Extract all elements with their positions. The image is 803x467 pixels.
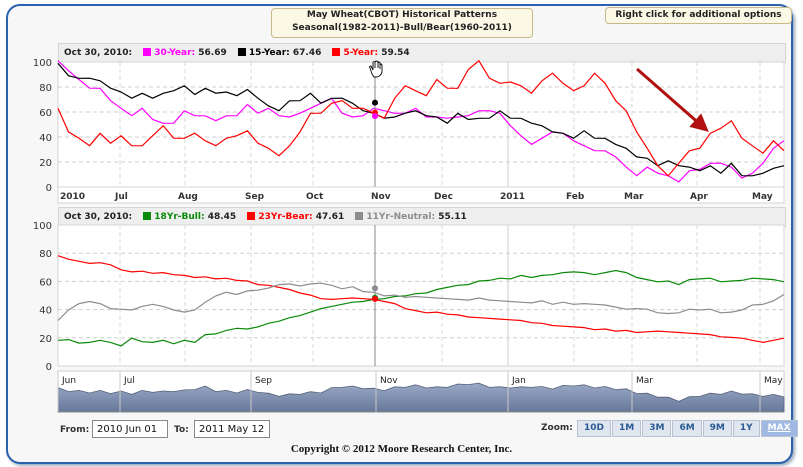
bullbear-chart[interactable]: 0 20 40 60 80 100 xyxy=(33,221,785,373)
crosshair-point-15-year xyxy=(372,99,378,106)
chart-title-line1: May Wheat(CBOT) Historical Patterns xyxy=(306,10,498,20)
crosshair-point-11yr-neutral xyxy=(372,285,378,292)
legend-swatch-5-year xyxy=(332,48,341,56)
legend-value-5-year: 59.54 xyxy=(381,48,410,58)
to-date-input[interactable]: 2011 May 12 xyxy=(194,420,270,438)
x-tick-label: Dec xyxy=(434,192,453,202)
crosshair-point-23yr-bear xyxy=(372,295,378,302)
y-tick-label: 0 xyxy=(46,362,52,373)
y-tick-label: 0 xyxy=(46,183,52,194)
series-line-23yr-bear xyxy=(57,255,785,344)
legend-value-neutral: 55.11 xyxy=(438,212,467,222)
x-tick-label: Oct xyxy=(306,192,324,202)
legend-value-bear: 47.61 xyxy=(315,212,345,222)
navigator-area xyxy=(57,382,785,413)
x-tick-label: 2010 xyxy=(60,192,85,202)
y-tick-label: 60 xyxy=(39,277,52,288)
zoom-label: Zoom: xyxy=(541,423,573,433)
annotation-arrow xyxy=(636,67,709,132)
zoom-1y-button[interactable]: 1Y xyxy=(732,420,760,437)
legend-swatch-15-year xyxy=(237,48,246,56)
y-tick-label: 80 xyxy=(39,83,52,94)
crosshair-point-30-year xyxy=(372,113,378,120)
y-tick-label: 20 xyxy=(39,158,52,169)
y-tick-label: 100 xyxy=(33,221,52,232)
legend-swatch-bull xyxy=(143,212,152,220)
chart-title-line2: Seasonal(1982-2011)-Bull/Bear(1960-2011) xyxy=(292,23,512,33)
x-tick-label: Nov xyxy=(371,192,391,202)
x-tick-label: Aug xyxy=(178,192,198,202)
seasonal-legend-date: Oct 30, 2010: xyxy=(64,48,133,58)
y-tick-label: 20 xyxy=(39,334,52,345)
navigator-tick-label: May xyxy=(764,376,783,386)
legend-label-bull: 18Yr-Bull: xyxy=(154,212,205,222)
navigator-tick-label: Jun xyxy=(61,376,76,386)
series-line-5-year xyxy=(57,59,785,177)
y-tick-label: 60 xyxy=(39,108,52,119)
legend-swatch-bear xyxy=(247,212,256,220)
copyright: Copyright © 2012 Moore Research Center, … xyxy=(290,443,513,455)
right-click-hint: Right click for additional options xyxy=(605,7,792,24)
navigator-tick-label: Jul xyxy=(123,376,135,386)
zoom-buttons: 10D 1M 3M 6M 9M 1Y MAX xyxy=(577,420,799,437)
navigator-tick-label: Jan xyxy=(511,376,526,386)
to-label: To: xyxy=(174,425,189,435)
chart-title: May Wheat(CBOT) Historical Patterns Seas… xyxy=(271,8,533,38)
y-tick-label: 80 xyxy=(39,249,52,260)
x-tick-label: Mar xyxy=(624,192,644,202)
legend-label-bear: 23Yr-Bear: xyxy=(258,212,313,222)
x-tick-label: May xyxy=(752,192,773,202)
hand-cursor-icon xyxy=(369,60,383,78)
seasonal-chart[interactable]: 0 20 40 60 80 100 2010 Jul Aug Sep Oct Nov Dec 2011 Fe… xyxy=(33,58,785,204)
bullbear-legend-date: Oct 30, 2010: xyxy=(64,212,133,222)
navigator[interactable]: Jun Jul Sep Nov Jan Mar May xyxy=(57,370,785,413)
x-tick-label: Sep xyxy=(245,192,265,202)
from-label: From: xyxy=(60,425,90,435)
y-tick-label: 100 xyxy=(33,58,52,69)
legend-label-5-year: 5-Year: xyxy=(343,48,379,58)
x-axis-strip xyxy=(57,186,785,204)
zoom-3m-button[interactable]: 3M xyxy=(642,420,672,437)
series-line-15-year xyxy=(57,62,785,177)
series-line-11yr-neutral xyxy=(57,282,785,321)
y-tick-label: 40 xyxy=(39,306,52,317)
legend-label-30-year: 30-Year: xyxy=(154,48,196,58)
plot-area xyxy=(57,224,785,367)
x-tick-label: Feb xyxy=(566,192,585,202)
legend-value-30-year: 56.69 xyxy=(198,48,227,58)
zoom-9m-button[interactable]: 9M xyxy=(702,420,732,437)
navigator-tick-label: Sep xyxy=(255,376,272,386)
zoom-10d-button[interactable]: 10D xyxy=(577,420,611,437)
x-tick-label: Jul xyxy=(114,192,128,202)
zoom-1m-button[interactable]: 1M xyxy=(612,420,642,437)
navigator-tick-label: Mar xyxy=(636,376,653,386)
legend-swatch-neutral xyxy=(355,212,364,220)
legend-label-15-year: 15-Year: xyxy=(248,48,290,58)
navigator-tick-label: Nov xyxy=(380,376,398,386)
legend-value-bull: 48.45 xyxy=(207,212,237,222)
zoom-max-button[interactable]: MAX xyxy=(760,420,798,437)
zoom-6m-button[interactable]: 6M xyxy=(672,420,702,437)
series-line-18yr-bull xyxy=(57,269,785,347)
x-tick-label: 2011 xyxy=(500,192,525,202)
y-tick-label: 40 xyxy=(39,133,52,144)
from-date-input[interactable]: 2010 Jun 01 xyxy=(92,420,168,438)
legend-swatch-30-year xyxy=(143,48,152,56)
legend-value-15-year: 67.46 xyxy=(292,48,322,58)
x-tick-label: Apr xyxy=(690,192,708,202)
legend-label-neutral: 11Yr-Neutral: xyxy=(366,212,436,222)
plot-area xyxy=(57,61,785,188)
